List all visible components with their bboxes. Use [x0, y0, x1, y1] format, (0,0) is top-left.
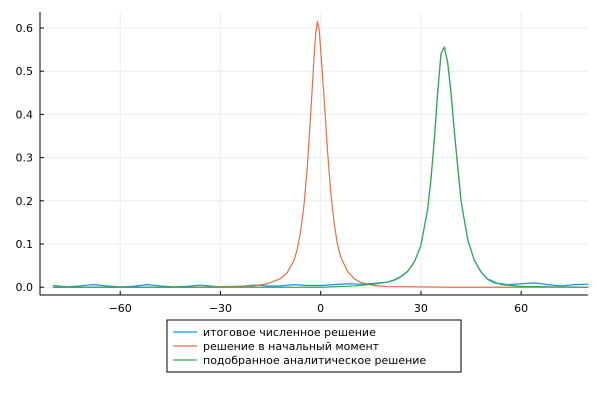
legend-box	[166, 319, 462, 373]
legend-item-analytic: подобранное аналитическое решение	[203, 354, 426, 367]
y-tick-label: 0.3	[16, 152, 34, 165]
y-tick-label: 0.5	[16, 65, 34, 78]
x-tick-label: 60	[514, 302, 528, 315]
x-tick-label: 0	[317, 302, 324, 315]
y-tick-label: 0.1	[16, 238, 34, 251]
y-tick-label: 0.0	[16, 281, 34, 294]
series-lines	[52, 20, 589, 288]
axes	[39, 12, 588, 296]
y-tick-label: 0.2	[16, 195, 34, 208]
analytic-solution-line	[52, 46, 589, 288]
legend-item-initial: решение в начальный момент	[203, 340, 380, 353]
legend-item-numeric: итоговое численное решение	[203, 326, 376, 339]
x-tick-label: −30	[209, 302, 232, 315]
x-tick-label: 30	[414, 302, 428, 315]
grid	[40, 12, 588, 295]
tick-labels: −60 −30 0 30 60 0.0 0.1 0.2 0.3 0.4 0.5 0.6	[16, 22, 529, 315]
initial-solution-line	[52, 20, 589, 288]
y-tick-label: 0.6	[16, 22, 34, 35]
x-tick-label: −60	[109, 302, 132, 315]
y-tick-label: 0.4	[16, 108, 34, 121]
